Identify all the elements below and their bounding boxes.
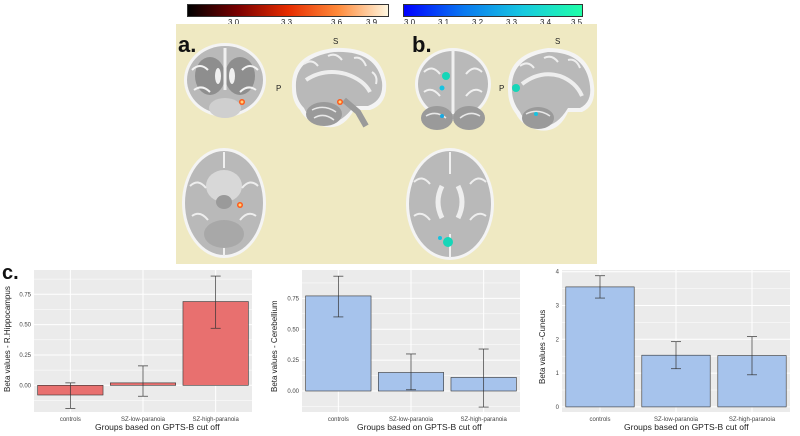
cool-colorbar	[403, 4, 583, 17]
orientation-superior-label: S	[333, 37, 339, 46]
x-tick-label: SZ-low-paranoia	[389, 417, 434, 423]
hot-colorbar-tick: 3.3	[281, 18, 293, 27]
brain-coronal-slice-a	[184, 43, 266, 118]
hot-colorbar-tick: 3.9	[366, 18, 378, 27]
x-tick-label: controls	[328, 417, 349, 423]
y-axis-label: Beta values - R.Hippocampus	[3, 286, 12, 392]
bar-chart-cerebellium: 0.75 0.50 0.25 0.00 controls SZ-low-paranoia S…	[287, 270, 520, 423]
y-axis-label: Beta values -Cuneus	[538, 309, 547, 384]
x-tick-label: controls	[60, 417, 81, 423]
cool-colorbar-tick: 3.2	[472, 18, 484, 27]
brain-axial-slice-b	[406, 148, 494, 260]
brain-coronal-slice-b	[415, 48, 491, 130]
brain-axial-slice-a	[182, 148, 266, 258]
bar	[565, 286, 635, 408]
cool-colorbar-tick: 3.4	[540, 18, 552, 27]
y-tick-label: 0.25	[19, 353, 31, 359]
y-tick-label: 0.00	[19, 383, 31, 389]
x-tick-label: SZ-high-paranoia	[729, 417, 776, 423]
y-tick-label: 0.50	[19, 323, 31, 329]
y-tick-label: 0.25	[287, 358, 299, 364]
cool-colorbar-tick: 3.5	[571, 18, 583, 27]
y-tick-label: 0.75	[287, 296, 299, 302]
x-axis-label: Groups based on GPTS-B cut off	[624, 422, 749, 432]
cool-colorbar-tick: 3.0	[404, 18, 416, 27]
panel-b-label: b.	[412, 32, 432, 57]
hot-colorbar-tick: 3.6	[331, 18, 343, 27]
y-tick-label: 0.00	[287, 389, 299, 395]
orientation-posterior-label: P	[499, 84, 505, 93]
y-tick-label: 1	[556, 371, 560, 377]
x-tick-label: SZ-low-paranoia	[654, 417, 699, 423]
x-tick-label: controls	[589, 417, 610, 423]
panel-c-label: c.	[2, 262, 19, 284]
y-tick-label: 0.75	[19, 292, 31, 298]
y-tick-label: 3	[556, 304, 560, 310]
hot-colorbar-tick: 3.0	[228, 18, 240, 27]
y-tick-label: 0	[556, 405, 560, 411]
cool-colorbar-tick: 3.3	[506, 18, 518, 27]
y-tick-label: 2	[556, 337, 560, 343]
orientation-superior-label: S	[555, 37, 561, 46]
hot-colorbar	[187, 4, 389, 17]
brain-sagittal-slice-b	[507, 48, 595, 131]
cool-colorbar-tick: 3.1	[438, 18, 450, 27]
x-tick-label: SZ-high-paranoia	[192, 417, 239, 423]
x-tick-label: SZ-low-paranoia	[121, 417, 166, 423]
y-tick-label: 4	[556, 270, 560, 276]
x-tick-label: SZ-high-paranoia	[460, 417, 507, 423]
x-axis-label: Groups based on GPTS-B cut off	[95, 422, 220, 432]
x-axis-label: Groups based on GPTS-B cut off	[357, 422, 482, 432]
y-axis-label: Beta values - Cerebellium	[270, 300, 279, 392]
bar-chart-hippocampus: 0.75 0.50 0.25 0.00 controls SZ-low-paranoia S…	[19, 270, 252, 423]
orientation-posterior-label: P	[276, 84, 282, 93]
y-tick-label: 0.50	[287, 327, 299, 333]
panel-a-label: a.	[178, 32, 197, 57]
bar-chart-cuneus: 4 3 2 1 0 controls SZ-low-paranoia SZ-high-para…	[556, 270, 790, 423]
brain-sagittal-slice-a	[291, 47, 387, 128]
